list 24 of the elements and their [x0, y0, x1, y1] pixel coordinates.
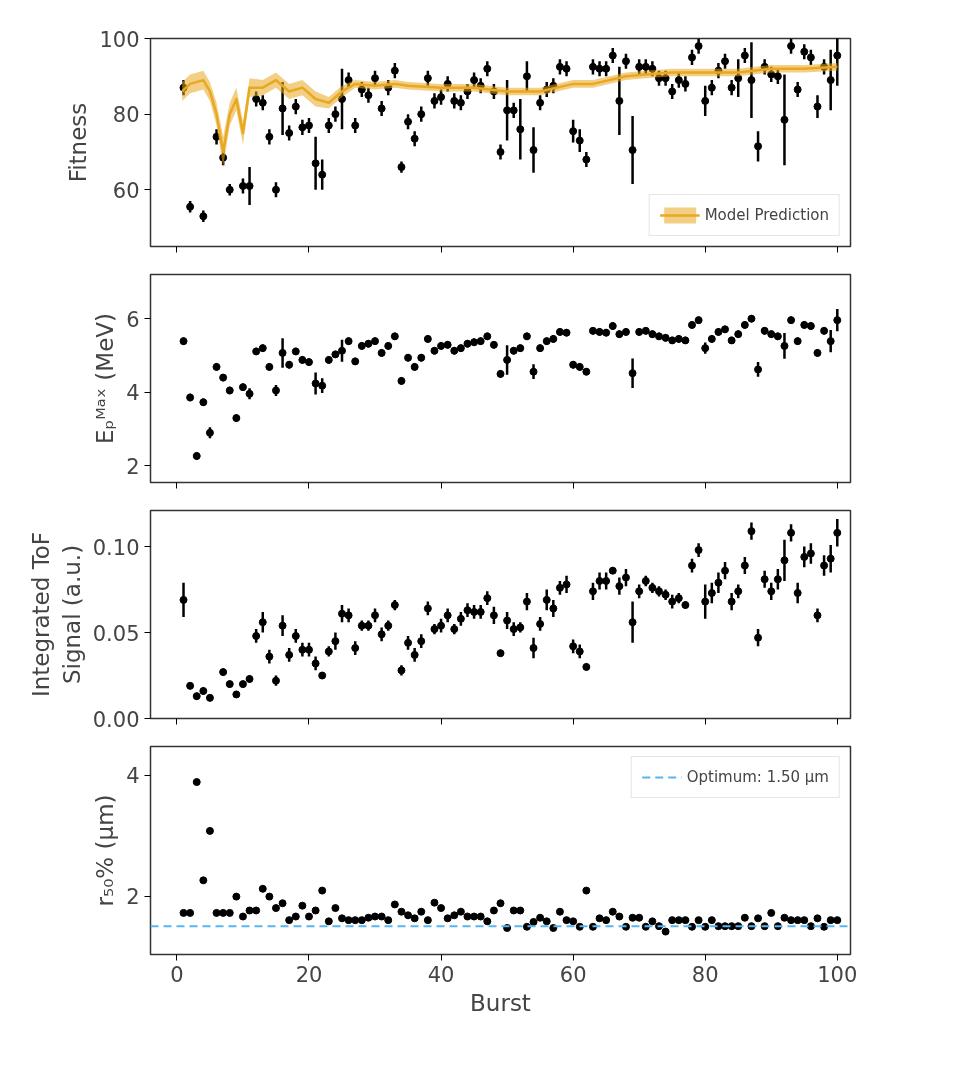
y-tick-label: 4 — [126, 381, 140, 406]
x-tick-label: 100 — [817, 962, 858, 987]
legend-label: Model Prediction — [704, 206, 829, 224]
y-axis-title: Eₚᴹᵃˣ (MeV) — [92, 312, 119, 445]
y-tick-label: 0.05 — [92, 621, 140, 646]
y-tick-label: 2 — [126, 885, 140, 910]
y-axis-title: Fitness — [65, 102, 92, 183]
y-axis-title: r₅₀% (µm) — [92, 794, 119, 907]
x-tick-label: 0 — [170, 962, 184, 987]
y-tick-label: 0.00 — [92, 707, 140, 732]
x-tick-label: 40 — [427, 962, 455, 987]
y-tick-label: 0.10 — [92, 535, 140, 560]
y-tick-label: 4 — [126, 764, 140, 789]
y-tick-label: 100 — [99, 27, 140, 52]
y-tick-label: 6 — [126, 307, 140, 332]
y-axis-title: Integrated ToF Signal (a.u.) — [27, 531, 85, 698]
legend-label: Optimum: 1.50 µm — [686, 768, 829, 786]
x-tick-label: 20 — [295, 962, 323, 987]
y-tick-label: 80 — [112, 103, 140, 128]
x-tick-label: 60 — [559, 962, 587, 987]
x-axis-title: Burst — [470, 989, 531, 1016]
x-tick-label: 80 — [691, 962, 719, 987]
y-tick-label: 60 — [112, 178, 140, 203]
y-tick-label: 2 — [126, 454, 140, 479]
